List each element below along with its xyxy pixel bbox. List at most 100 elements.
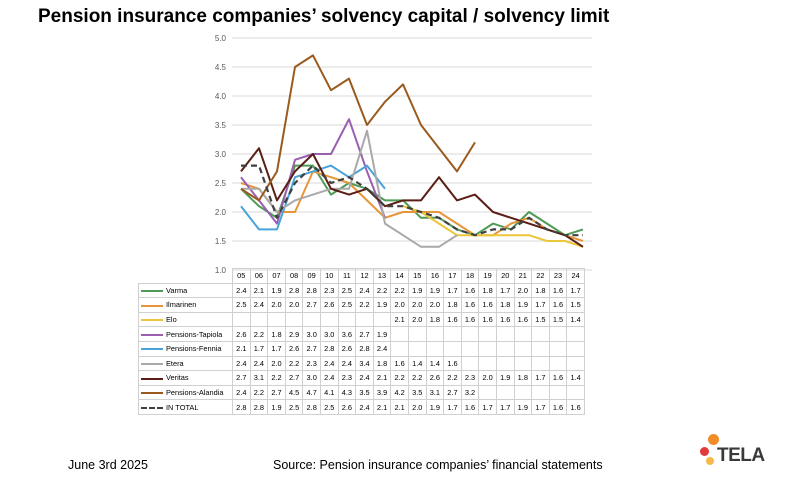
y-tick-label: 4.5 — [215, 63, 227, 72]
series-line-pensions-alandia — [240, 54, 476, 202]
data-label: 2.1 — [390, 399, 409, 415]
data-label — [548, 340, 568, 357]
data-label: 1.8 — [425, 311, 445, 328]
data-label: 1.7 — [249, 340, 269, 357]
series-line-veritas — [240, 147, 584, 248]
data-label: 2.9 — [284, 326, 304, 342]
data-label — [390, 340, 409, 357]
source-label: Source: Pension insurance companies’ fin… — [273, 458, 603, 472]
data-label — [495, 326, 515, 342]
data-label: 1.8 — [513, 370, 533, 386]
data-label: 2.4 — [372, 340, 392, 357]
data-label: 2.0 — [267, 355, 286, 372]
data-label: 1.7 — [443, 282, 462, 299]
data-label: 1.6 — [460, 297, 480, 313]
data-label — [513, 340, 533, 357]
data-label — [460, 355, 480, 372]
data-label: 4.5 — [284, 384, 304, 401]
data-label — [531, 355, 550, 372]
data-label: 2.2 — [267, 370, 286, 386]
data-label — [495, 355, 515, 372]
data-label: 2.7 — [302, 340, 321, 357]
data-label — [407, 340, 427, 357]
data-label: 1.6 — [390, 355, 409, 372]
data-label — [513, 355, 533, 372]
data-label — [513, 384, 533, 401]
data-label: 2.4 — [232, 384, 251, 401]
data-label: 3.5 — [355, 384, 374, 401]
data-label: 1.8 — [267, 326, 286, 342]
data-label: 3.0 — [302, 370, 321, 386]
data-label: 2.4 — [355, 399, 374, 415]
date-label: June 3rd 2025 — [68, 458, 148, 472]
data-label: 1.9 — [495, 370, 515, 386]
logo-text: TELA — [717, 445, 765, 466]
table-row: Elo 2.1 2.0 1.8 1.6 1.6 1.6 1.6 1.6 1.5 1.5 1.4 — [138, 311, 585, 328]
data-label: 1.9 — [425, 282, 445, 299]
data-label: 1.6 — [548, 399, 568, 415]
data-label: 2.4 — [319, 370, 339, 386]
y-tick-label: 1.5 — [215, 237, 227, 246]
data-table: 05 06 07 08 09 10 11 12 13 14 15 16 17 18 19 20 21 22 23 24… — [138, 268, 585, 415]
legend-label: IN TOTAL — [166, 402, 199, 412]
legend-key — [141, 319, 163, 322]
data-label: 2.4 — [355, 370, 374, 386]
data-label: 1.6 — [478, 311, 497, 328]
data-label: 2.7 — [267, 384, 286, 401]
data-label — [337, 311, 357, 328]
data-label: 2.0 — [267, 297, 286, 313]
data-label: 2.8 — [302, 399, 321, 415]
y-tick-label: 2.0 — [215, 208, 227, 217]
legend-key — [141, 362, 163, 365]
y-tick-label: 4.0 — [215, 92, 227, 101]
data-label: 1.8 — [443, 297, 462, 313]
legend-label: Ilmarinen — [166, 300, 197, 310]
legend-entry: Ilmarinen — [138, 297, 233, 313]
data-label: 1.7 — [531, 399, 550, 415]
data-label — [548, 355, 568, 372]
x-tick-label: 23 — [548, 268, 568, 284]
series-line-etera — [241, 129, 458, 248]
data-label: 2.8 — [232, 399, 251, 415]
data-label: 2.4 — [337, 355, 357, 372]
data-label: 2.4 — [249, 297, 269, 313]
x-tick-label: 17 — [443, 268, 462, 284]
data-label: 2.2 — [249, 384, 269, 401]
data-label: 2.7 — [443, 384, 462, 401]
legend-label: Pensions-Tapiola — [166, 329, 223, 339]
data-label: 2.4 — [249, 355, 269, 372]
data-label: 2.2 — [284, 355, 304, 372]
data-label — [478, 384, 497, 401]
data-label: 2.2 — [390, 282, 409, 299]
data-label: 2.5 — [284, 399, 304, 415]
x-tick-label: 13 — [372, 268, 392, 284]
data-label: 2.5 — [337, 297, 357, 313]
data-label: 1.6 — [566, 399, 585, 415]
data-label: 2.1 — [232, 340, 251, 357]
data-label: 1.6 — [548, 370, 568, 386]
data-label: 1.9 — [372, 297, 392, 313]
x-tick-label: 19 — [478, 268, 497, 284]
x-tick-label: 10 — [319, 268, 339, 284]
x-tick-label: 14 — [390, 268, 409, 284]
data-label: 1.8 — [372, 355, 392, 372]
legend-label: Varma — [166, 285, 188, 295]
series-line-elo — [402, 205, 584, 248]
data-label — [566, 326, 585, 342]
data-label: 3.5 — [407, 384, 427, 401]
data-label: 1.4 — [566, 311, 585, 328]
x-tick-label: 18 — [460, 268, 480, 284]
table-row: Pensions-Fennia 2.1 1.7 1.7 2.6 2.7 2.8 2.6 2.8 2… — [138, 340, 585, 357]
data-label — [232, 311, 251, 328]
data-label: 2.8 — [355, 340, 374, 357]
data-label — [267, 311, 286, 328]
data-label: 1.6 — [460, 311, 480, 328]
data-label: 1.6 — [495, 311, 515, 328]
data-label — [407, 326, 427, 342]
data-label: 2.6 — [425, 370, 445, 386]
data-label — [249, 311, 269, 328]
data-label: 2.6 — [232, 326, 251, 342]
data-label: 2.7 — [284, 370, 304, 386]
data-label: 1.5 — [531, 311, 550, 328]
data-label: 4.1 — [319, 384, 339, 401]
